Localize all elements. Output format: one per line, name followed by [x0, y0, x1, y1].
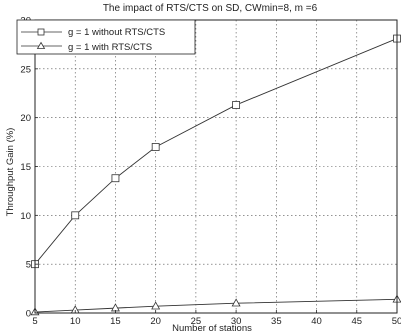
- series-2-line: [34, 298, 398, 313]
- x-tick-label: 20: [150, 316, 161, 327]
- series-1-point: [111, 174, 120, 183]
- x-tick-label: 40: [311, 316, 322, 327]
- y-tick-label: 20: [20, 113, 31, 124]
- x-tick-label: 25: [191, 316, 202, 327]
- legend-label-series-2: g = 1 with RTS/CTS: [68, 42, 152, 53]
- x-tick-label: 50: [392, 316, 401, 327]
- x-axis-label: Number of stations: [172, 323, 252, 334]
- series-1-point: [232, 101, 241, 109]
- y-tick-label: 15: [20, 162, 31, 173]
- y-tick-label: 0: [26, 309, 31, 320]
- series-2-point: [231, 298, 241, 307]
- y-tick-label: 25: [20, 64, 31, 75]
- y-tick-label: 10: [20, 211, 31, 222]
- legend: g = 1 without RTS/CTS g = 1 with RTS/CTS: [16, 19, 196, 55]
- series-2-point: [151, 301, 161, 310]
- y-axis-label: Throughput Gain (%): [5, 128, 16, 217]
- series-1-point: [71, 211, 80, 220]
- series-1-point: [151, 143, 160, 151]
- legend-marker-series-2: [36, 41, 46, 49]
- series-layer: [30, 34, 401, 316]
- x-tick-label: 10: [70, 316, 81, 327]
- x-tick-label: 30: [231, 316, 242, 327]
- tick-layer: 5101520253035404550051015202530: [20, 16, 401, 328]
- grid-layer: [35, 20, 397, 313]
- series-2-point: [110, 303, 120, 312]
- x-tick-label: 5: [32, 316, 37, 327]
- legend-marker-series-1: [37, 28, 45, 36]
- y-tick-label: 5: [26, 260, 31, 271]
- chart-title: The impact of RTS/CTS on SD, CWmin=8, m …: [103, 3, 318, 14]
- x-tick-label: 35: [271, 316, 282, 327]
- legend-box: [16, 19, 196, 55]
- series-1-line: [34, 38, 398, 265]
- x-tick-label: 15: [110, 316, 121, 327]
- x-tick-label: 45: [351, 316, 362, 327]
- legend-label-series-1: g = 1 without RTS/CTS: [68, 27, 165, 38]
